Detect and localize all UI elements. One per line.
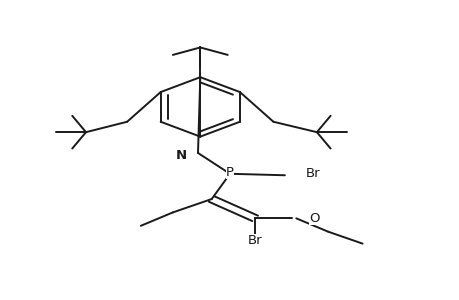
- Text: Br: Br: [247, 234, 262, 247]
- Text: N: N: [175, 149, 186, 162]
- Text: P: P: [225, 166, 234, 179]
- Text: O: O: [308, 212, 319, 225]
- Text: Br: Br: [305, 167, 319, 180]
